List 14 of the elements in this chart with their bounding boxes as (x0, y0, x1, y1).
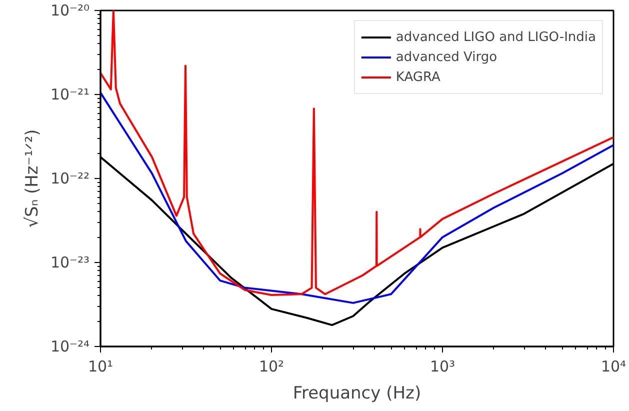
x-tick-label: 10⁴ (600, 358, 626, 376)
x-tick-label: 10² (258, 358, 284, 376)
y-tick-label: 10⁻²⁰ (50, 2, 90, 20)
x-tick-label: 10¹ (88, 358, 114, 376)
y-tick-label: 10⁻²⁴ (50, 338, 90, 356)
y-tick-label: 10⁻²³ (50, 254, 90, 272)
x-tick-label: 10³ (430, 358, 456, 376)
y-tick-label: 10⁻²² (50, 170, 90, 188)
legend-label: advanced LIGO and LIGO-India (396, 30, 596, 44)
y-axis-title: √Sₙ (Hz⁻¹ᐟ²) (22, 129, 42, 228)
y-tick-label: 10⁻²¹ (50, 86, 90, 104)
x-axis-title: Frequancy (Hz) (292, 384, 422, 404)
legend-label: KAGRA (396, 70, 440, 84)
legend-label: advanced Virgo (396, 50, 498, 64)
